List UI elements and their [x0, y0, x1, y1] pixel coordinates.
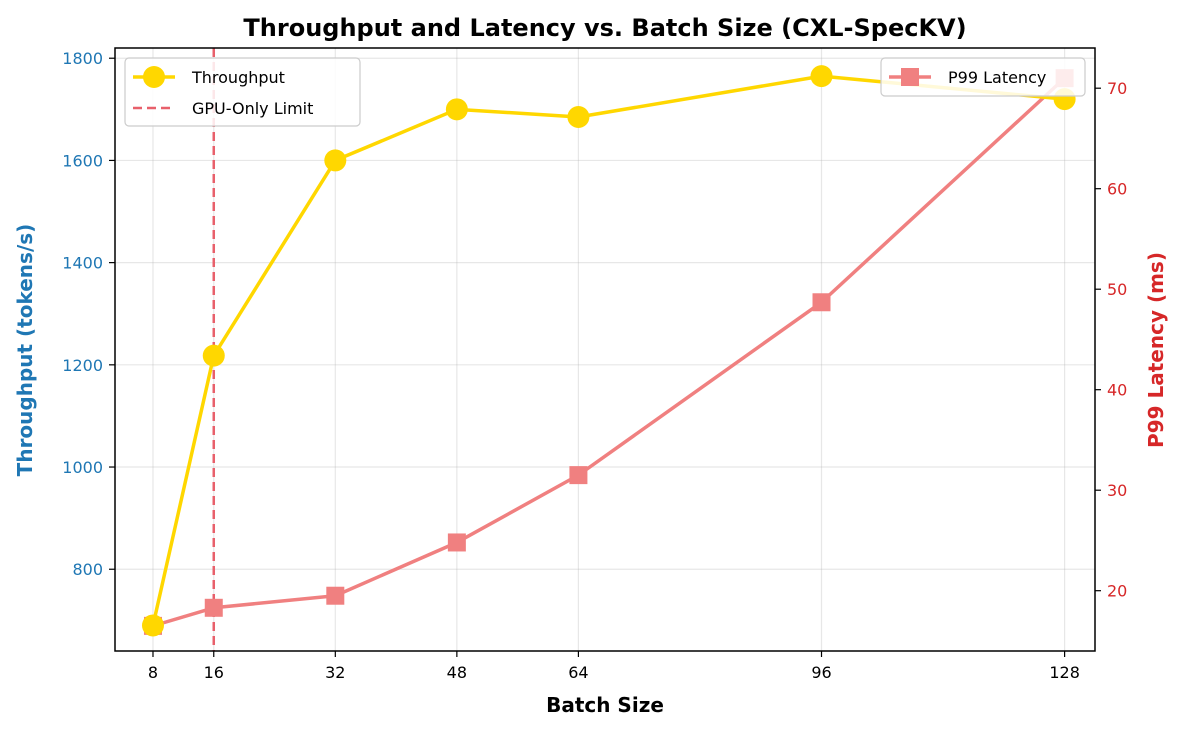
y-left-axis-label: Throughput (tokens/s) — [13, 224, 37, 477]
legend-box — [124, 57, 361, 127]
y-right-tick-label: 50 — [1107, 280, 1127, 299]
p99-latency-point — [204, 598, 223, 617]
p99-latency-point — [447, 533, 466, 552]
legend-right: P99 Latency — [880, 57, 1086, 97]
y-left-tick-label: 1800 — [62, 49, 103, 68]
legend-label-throughput: Throughput — [191, 68, 285, 87]
legend-box — [880, 57, 1086, 97]
grid — [115, 48, 1095, 651]
legend-label-p99-latency: P99 Latency — [948, 68, 1046, 87]
x-tick-label: 96 — [811, 663, 831, 682]
throughput-point — [567, 105, 590, 128]
throughput-line — [151, 74, 1065, 626]
throughput-point — [141, 614, 164, 637]
x-axis-label: Batch Size — [546, 693, 664, 717]
y-right-tick-label: 40 — [1107, 381, 1127, 400]
plot-frame — [114, 47, 1096, 652]
p99-latency-point — [326, 586, 345, 605]
y-left-tick-label: 1400 — [62, 254, 103, 273]
y-right-axis-label: P99 Latency (ms) — [1144, 252, 1168, 448]
legend-marker-p99-latency — [901, 68, 919, 86]
y-right-axis-ticks: 20 30 40 50 60 70 — [1095, 79, 1127, 601]
throughput-point — [202, 344, 225, 367]
x-tick-label: 128 — [1049, 663, 1080, 682]
x-axis-ticks: 8 16 32 48 64 96 128 — [148, 651, 1080, 682]
y-right-tick-label: 20 — [1107, 582, 1127, 601]
y-right-tick-label: 60 — [1107, 180, 1127, 199]
legend-left: Throughput GPU-Only Limit — [124, 57, 361, 127]
throughput-point — [810, 65, 833, 88]
x-tick-label: 48 — [447, 663, 467, 682]
y-left-tick-label: 800 — [72, 560, 103, 579]
legend-marker-throughput — [143, 66, 165, 88]
series-layer — [141, 65, 1076, 637]
x-tick-label: 8 — [148, 663, 158, 682]
chart-title: Throughput and Latency vs. Batch Size (C… — [243, 14, 966, 42]
p99-latency-point — [569, 466, 588, 485]
y-left-tick-label: 1200 — [62, 356, 103, 375]
y-right-tick-label: 70 — [1107, 79, 1127, 98]
throughput-point — [324, 149, 347, 172]
y-left-tick-label: 1600 — [62, 151, 103, 170]
y-left-tick-label: 1000 — [62, 458, 103, 477]
x-tick-label: 16 — [204, 663, 224, 682]
y-right-tick-label: 30 — [1107, 481, 1127, 500]
throughput-point — [445, 98, 468, 121]
y-left-axis-ticks: 800 1000 1200 1400 1600 1800 — [62, 49, 115, 579]
x-tick-label: 64 — [568, 663, 588, 682]
legend-label-gpu-only-limit: GPU-Only Limit — [192, 99, 313, 118]
x-tick-label: 32 — [325, 663, 345, 682]
p99-latency-point — [812, 293, 831, 312]
